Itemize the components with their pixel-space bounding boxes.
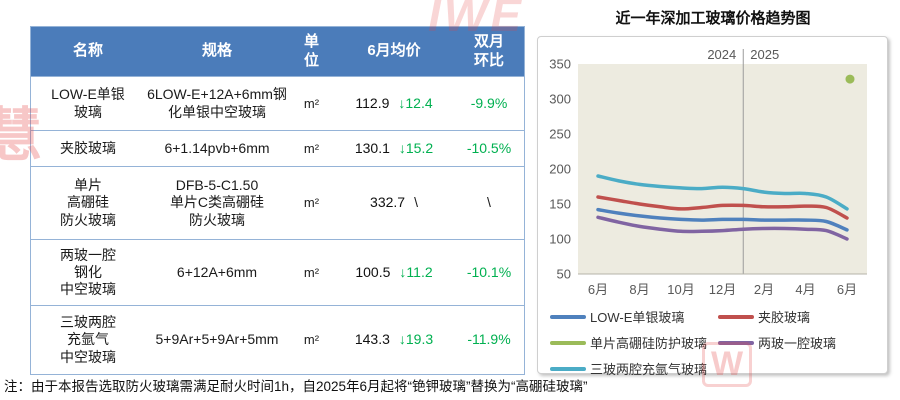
- chart-legend: LOW-E单银玻璃 夹胶玻璃单片高硼硅防护玻璃 两玻一腔玻璃三玻两腔充氩气玻璃: [550, 307, 881, 378]
- price-change: ↓15.2: [398, 139, 434, 156]
- svg-text:350: 350: [549, 57, 571, 72]
- price-change: ↓11.2: [399, 263, 433, 280]
- cell-spec: 5+9Ar+5+9Ar+5mm: [155, 331, 279, 348]
- svg-text:6月: 6月: [588, 282, 608, 297]
- header-bimonthly-mom: 双月 环比: [473, 33, 504, 69]
- legend-swatch: [550, 340, 586, 345]
- price-value: 143.3: [354, 331, 390, 348]
- legend-item: 夹胶玻璃: [718, 307, 881, 326]
- svg-text:4月: 4月: [795, 282, 815, 297]
- table-row: 单片 高硼硅 防火玻璃 DFB-5-C1.50 单片C类高硼硅 防火玻璃 m² …: [31, 166, 524, 239]
- svg-text:300: 300: [549, 92, 571, 107]
- legend-swatch: [550, 366, 586, 371]
- cell-spec: 6LOW-E+12A+6mm钢 化单银中空玻璃: [147, 86, 287, 120]
- cell-unit: m²: [303, 140, 320, 156]
- cell-name: 三玻两腔 充氩气 中空玻璃: [60, 314, 116, 365]
- price-change: \: [414, 194, 418, 211]
- cell-mom: -9.9%: [470, 94, 508, 111]
- header-june-avg-price: 6月均价: [367, 42, 421, 60]
- header-name: 名称: [72, 42, 103, 60]
- cell-name: LOW-E单银 玻璃: [51, 86, 125, 120]
- table-row: 三玻两腔 充氩气 中空玻璃 5+9Ar+5+9Ar+5mm m² 143.3 ↓…: [31, 305, 524, 374]
- cell-spec: 6+1.14pvb+6mm: [164, 139, 270, 156]
- price-change: ↓19.3: [398, 331, 434, 348]
- chart-panel: 350 300 250 200 150 100 50 6月 8月 10月 12月 2月 4月 6月 2024…: [537, 36, 888, 377]
- svg-text:8月: 8月: [629, 282, 649, 297]
- cell-price: 112.9 ↓12.4: [334, 77, 454, 130]
- cell-spec: DFB-5-C1.50 单片C类高硼硅 防火玻璃: [169, 177, 265, 228]
- legend-item: 单片高硼硅防护玻璃: [550, 333, 718, 352]
- cell-name: 两玻一腔 钢化 中空玻璃: [60, 246, 116, 298]
- legend-label: 三玻两腔充氩气玻璃: [590, 362, 708, 377]
- svg-text:10月: 10月: [667, 282, 694, 297]
- svg-text:200: 200: [549, 162, 571, 177]
- table-row: 夹胶玻璃 6+1.14pvb+6mm m² 130.1 ↓15.2 -10.5%: [31, 130, 524, 166]
- legend-item: 三玻两腔充氩气玻璃: [550, 359, 718, 378]
- cell-price: 100.5 ↓11.2: [334, 240, 454, 305]
- chart-title: 近一年深加工玻璃价格趋势图: [615, 10, 811, 27]
- legend-label: LOW-E单银玻璃: [590, 310, 685, 325]
- legend-swatch: [718, 340, 754, 345]
- svg-text:50: 50: [557, 267, 571, 282]
- cell-price: 143.3 ↓19.3: [334, 306, 454, 374]
- glass-price-table: 名称 规格 单 位 6月均价 双月 环比 LOW-E单银 玻璃 6LOW-E+1…: [30, 26, 525, 375]
- cell-unit: m²: [303, 264, 320, 280]
- cell-mom: -11.9%: [467, 331, 511, 348]
- legend-label: 两玻一腔玻璃: [758, 336, 837, 351]
- price-value: 332.7: [370, 194, 406, 211]
- legend-item: LOW-E单银玻璃: [550, 307, 718, 326]
- svg-text:2025: 2025: [750, 47, 779, 62]
- svg-text:100: 100: [549, 232, 571, 247]
- table-header-row: 名称 规格 单 位 6月均价 双月 环比: [31, 27, 524, 76]
- svg-text:150: 150: [549, 197, 571, 212]
- header-spec: 规格: [201, 42, 232, 60]
- line-chart: 350 300 250 200 150 100 50 6月 8月 10月 12月 2月 4月 6月 2024…: [549, 47, 867, 297]
- cell-spec: 6+12A+6mm: [176, 263, 258, 280]
- svg-text:2024: 2024: [707, 47, 736, 62]
- cell-unit: m²: [303, 332, 320, 348]
- legend-label: 单片高硼硅防护玻璃: [590, 336, 708, 351]
- legend-swatch: [718, 314, 754, 319]
- header-unit: 单 位: [303, 33, 319, 69]
- price-value: 130.1: [354, 139, 390, 156]
- legend-item: 两玻一腔玻璃: [718, 333, 881, 352]
- cell-mom: -10.1%: [466, 263, 512, 280]
- table-row: 两玻一腔 钢化 中空玻璃 6+12A+6mm m² 100.5 ↓11.2 -1…: [31, 239, 524, 305]
- svg-text:2月: 2月: [754, 282, 774, 297]
- footnote: 注：由于本报告选取防火玻璃需满足耐火时间1h，自2025年6月起将“铯钾玻璃”替…: [4, 379, 588, 394]
- svg-text:250: 250: [549, 127, 571, 142]
- cell-name: 单片 高硼硅 防火玻璃: [60, 177, 116, 228]
- cell-price: 130.1 ↓15.2: [334, 131, 454, 166]
- svg-text:12月: 12月: [709, 282, 736, 297]
- price-value: 112.9: [355, 94, 390, 111]
- price-value: 100.5: [355, 263, 391, 280]
- cell-mom: \: [487, 194, 491, 211]
- cell-name: 夹胶玻璃: [60, 139, 116, 156]
- cell-price: 332.7 \: [334, 167, 454, 239]
- cell-unit: m²: [303, 195, 320, 211]
- table-row: LOW-E单银 玻璃 6LOW-E+12A+6mm钢 化单银中空玻璃 m² 11…: [31, 76, 524, 130]
- legend-label: 夹胶玻璃: [758, 310, 811, 325]
- legend-swatch: [550, 314, 586, 319]
- svg-text:6月: 6月: [837, 282, 857, 297]
- cell-unit: m²: [303, 95, 320, 111]
- price-change: ↓12.4: [398, 94, 433, 111]
- cell-mom: -10.5%: [466, 139, 512, 156]
